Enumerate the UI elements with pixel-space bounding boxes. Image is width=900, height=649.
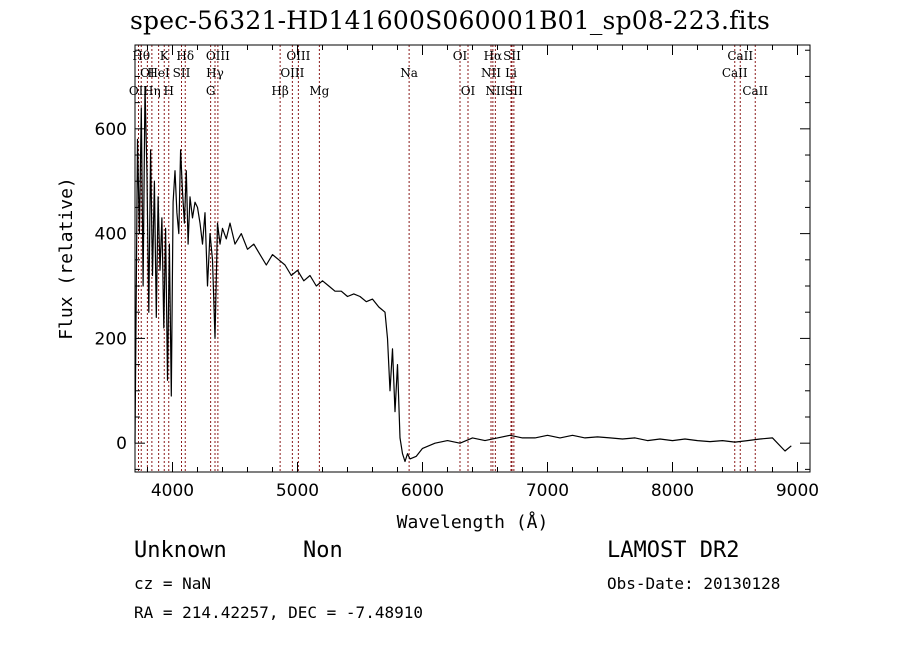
observation-date: Obs-Date: 20130128 xyxy=(607,574,781,593)
line-label-8: Hδ xyxy=(176,49,194,63)
axis-ticks: 4000 5000 6000 7000 8000 9000 0 200 400 600 xyxy=(95,45,819,501)
x-tick-label: 7000 xyxy=(526,481,569,501)
line-label-12: Hβ xyxy=(271,84,288,98)
chart-title: spec-56321-HD141600S060001B01_sp08-223.f… xyxy=(129,6,771,35)
spectral-line-markers xyxy=(138,45,756,472)
line-label-26: CaII xyxy=(727,49,753,63)
x-tick-label: 6000 xyxy=(401,481,444,501)
coordinates-readout: RA = 214.42257, DEC = -7.48910 xyxy=(134,603,423,622)
spectrum-line xyxy=(134,86,792,463)
line-label-3: Hη xyxy=(143,84,161,98)
line-label-19: NII xyxy=(481,66,501,80)
line-label-14: OIII xyxy=(286,49,310,63)
line-label-23: SII xyxy=(503,49,521,63)
line-label-6: H xyxy=(164,84,174,98)
spectrum-series xyxy=(134,86,792,463)
line-label-7: SII xyxy=(173,66,191,80)
line-label-9: G xyxy=(206,84,216,98)
y-tick-label: 0 xyxy=(116,434,127,454)
object-class: Unknown xyxy=(134,538,227,563)
line-label-4: HeI xyxy=(147,66,170,80)
line-label-24: SII xyxy=(505,84,523,98)
x-axis-label: Wavelength (Å) xyxy=(397,511,549,533)
line-label-5: K xyxy=(160,49,170,63)
line-label-0: OII xyxy=(129,84,149,98)
line-label-16: Na xyxy=(400,66,418,80)
spectral-line-labels: OII Hθ OI Hη HeI K H SII Hδ G Hγ OIII Hβ OIII OIII Mg Na… xyxy=(129,49,769,98)
line-label-20: Hα xyxy=(484,49,503,63)
y-axis-label: Flux (relative) xyxy=(56,177,77,340)
line-label-11: OIII xyxy=(206,49,230,63)
x-tick-label: 9000 xyxy=(776,481,819,501)
line-label-1: Hθ xyxy=(132,49,150,63)
x-tick-label: 8000 xyxy=(651,481,694,501)
object-subclass: Non xyxy=(303,538,343,563)
line-label-21: NII xyxy=(485,84,505,98)
line-label-22: Li xyxy=(505,66,517,80)
line-label-25: CaII xyxy=(722,66,748,80)
line-label-17: OI xyxy=(453,49,468,63)
x-tick-label: 5000 xyxy=(276,481,319,501)
line-label-18: OI xyxy=(461,84,476,98)
line-label-13: OIII xyxy=(280,66,304,80)
line-label-10: Hγ xyxy=(206,66,224,80)
y-tick-label: 600 xyxy=(95,120,127,140)
plot-frame xyxy=(134,44,811,473)
redshift-readout: cz = NaN xyxy=(134,574,212,593)
y-tick-label: 400 xyxy=(95,225,127,245)
line-label-27: CaII xyxy=(742,84,768,98)
line-label-2: OI xyxy=(140,66,155,80)
y-tick-label: 200 xyxy=(95,329,127,349)
line-label-15: Mg xyxy=(309,84,329,98)
x-tick-label: 4000 xyxy=(151,481,194,501)
survey-name: LAMOST DR2 xyxy=(607,538,740,563)
